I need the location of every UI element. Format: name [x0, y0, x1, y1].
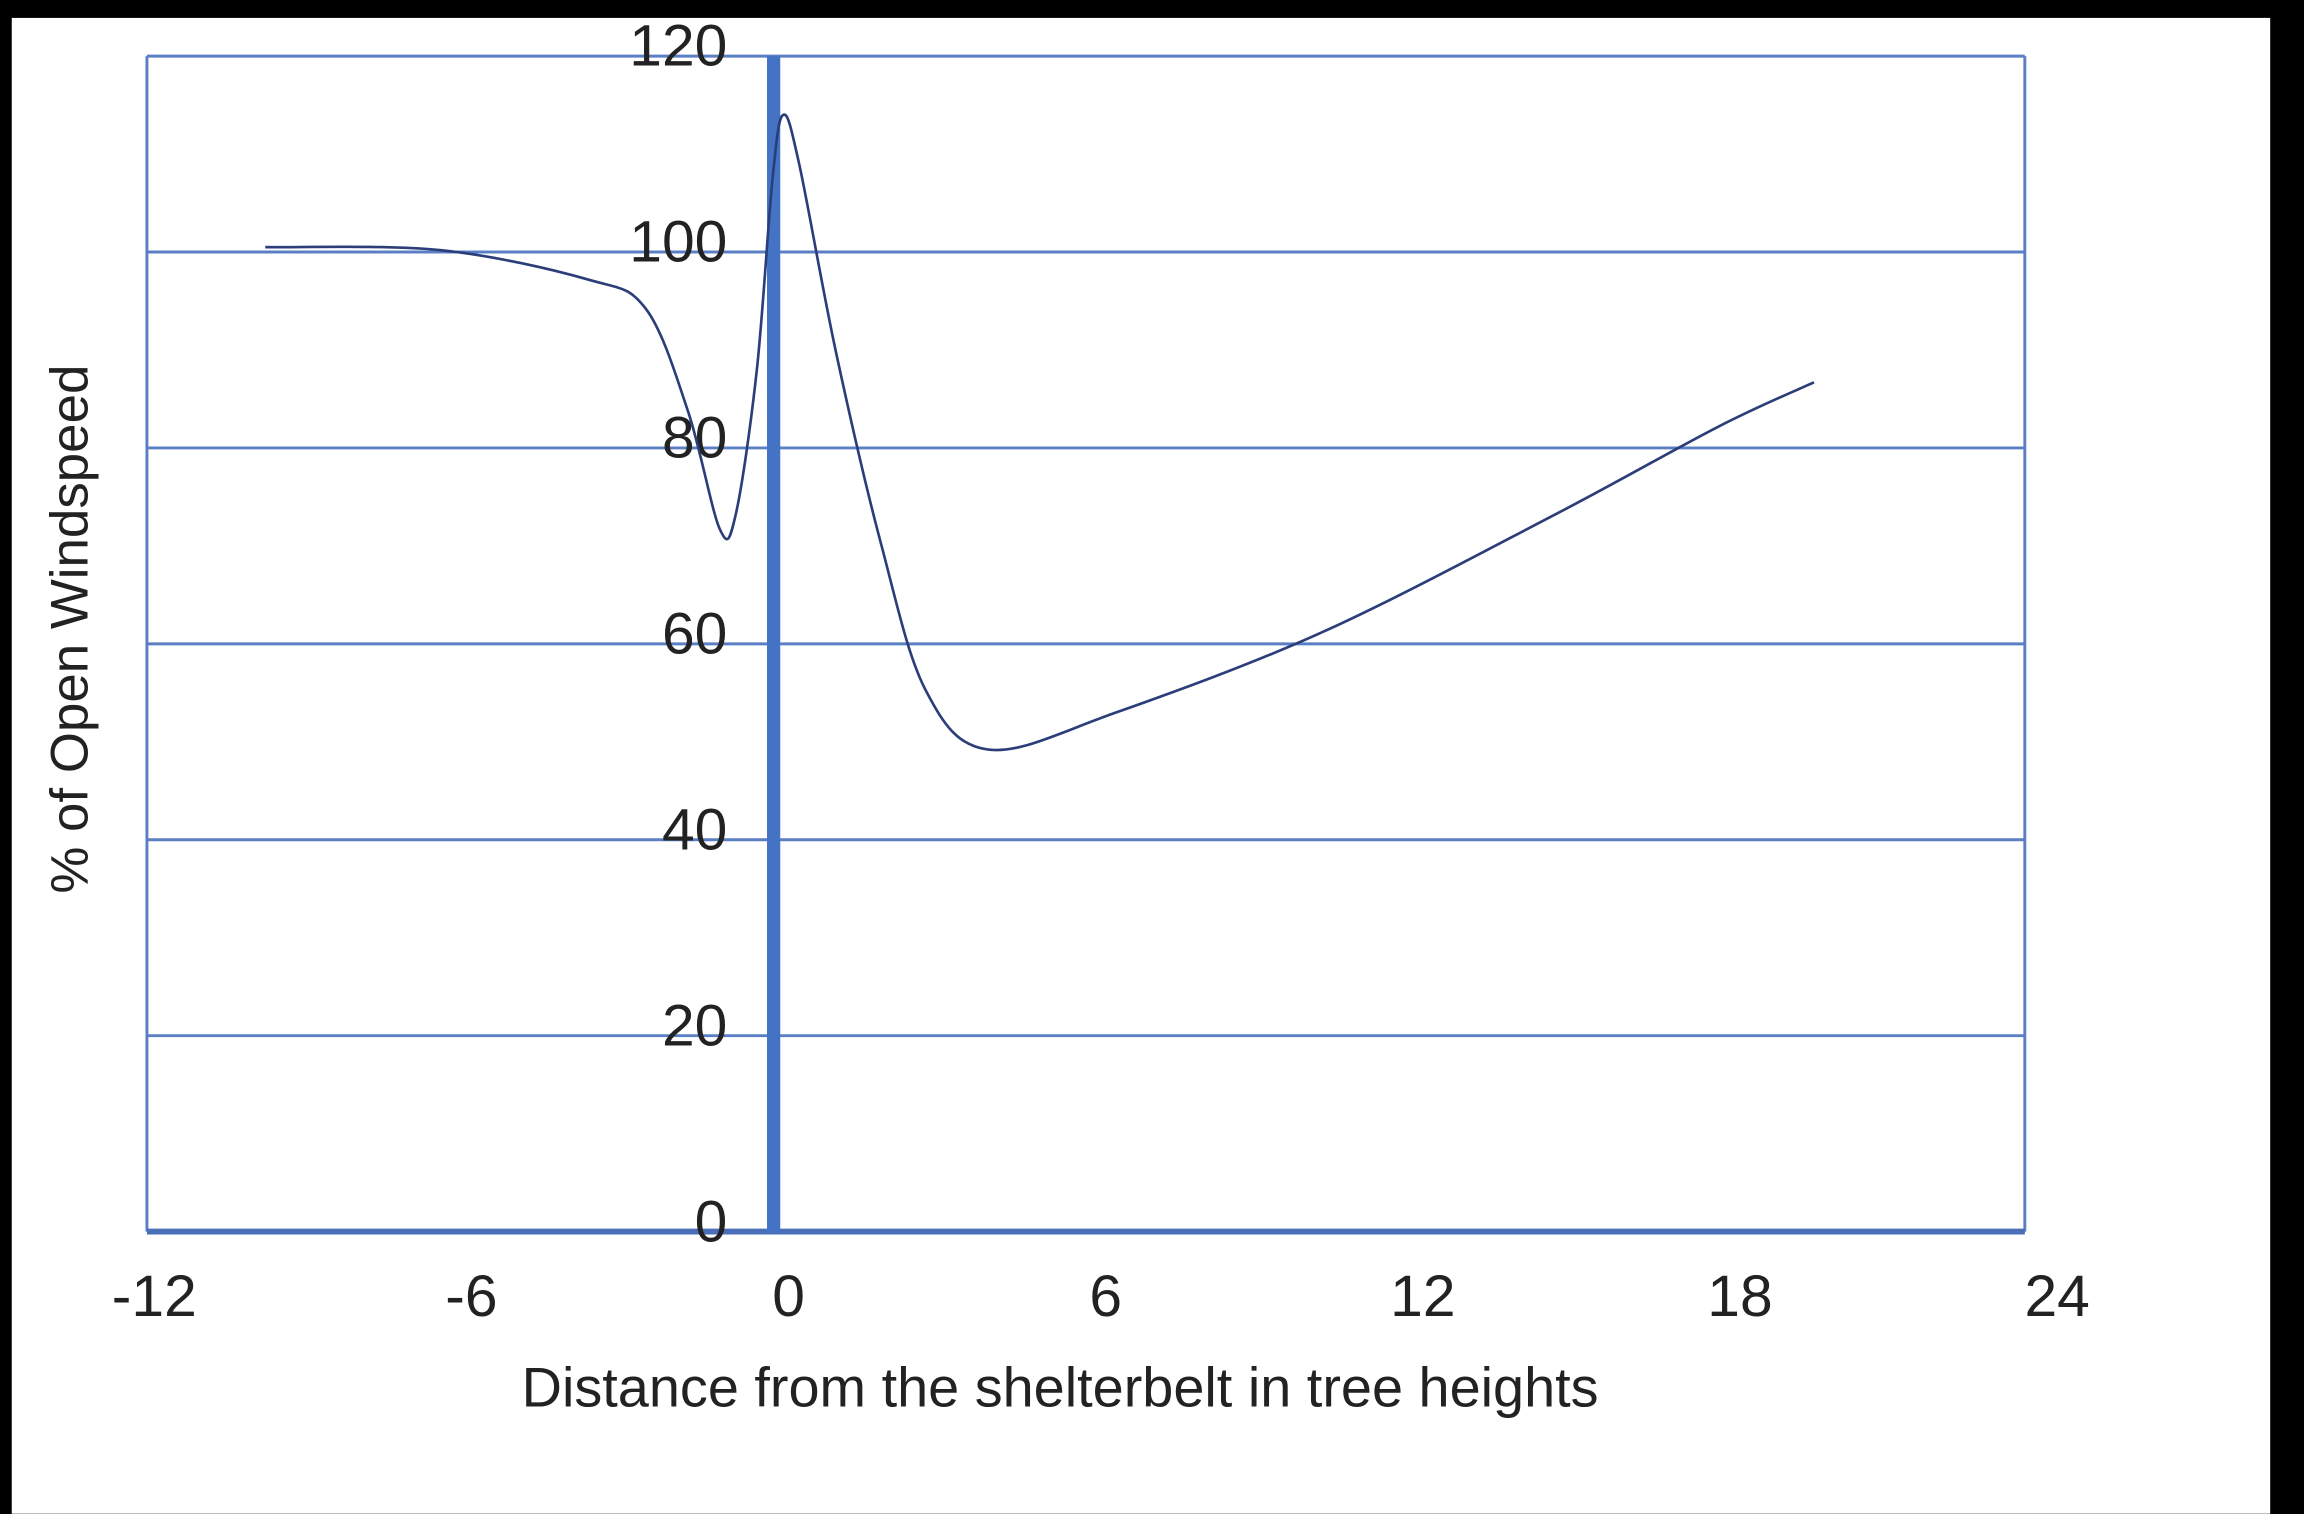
x-tick-label: 0 — [772, 1264, 805, 1329]
y-tick-label: 120 — [629, 14, 727, 79]
background — [11, 17, 2271, 1514]
y-axis-title: % of Open Windspeed — [40, 365, 99, 894]
data-line — [265, 113, 1815, 752]
shelterbelt — [767, 56, 781, 1232]
x-tick-label: 24 — [2024, 1264, 2089, 1329]
lines — [265, 113, 1815, 752]
x-tick-label: 6 — [1089, 1264, 1122, 1329]
x-axis-title-box: Distance from the shelterbelt in tree he… — [521, 1357, 1599, 1420]
x-tick-label: 12 — [1390, 1264, 1455, 1329]
y-tick-label: 100 — [629, 210, 727, 275]
x-axis-title: Distance from the shelterbelt in tree he… — [521, 1357, 1599, 1420]
y-tick-label: 0 — [695, 1189, 728, 1254]
y-tick-label: 60 — [662, 602, 727, 667]
y-tick-label: 40 — [662, 797, 727, 862]
y-tick-label: 20 — [662, 993, 727, 1058]
x-tick-label: -12 — [112, 1264, 197, 1329]
x-tick-label: 18 — [1707, 1264, 1772, 1329]
x-tick-label: -6 — [445, 1264, 497, 1329]
